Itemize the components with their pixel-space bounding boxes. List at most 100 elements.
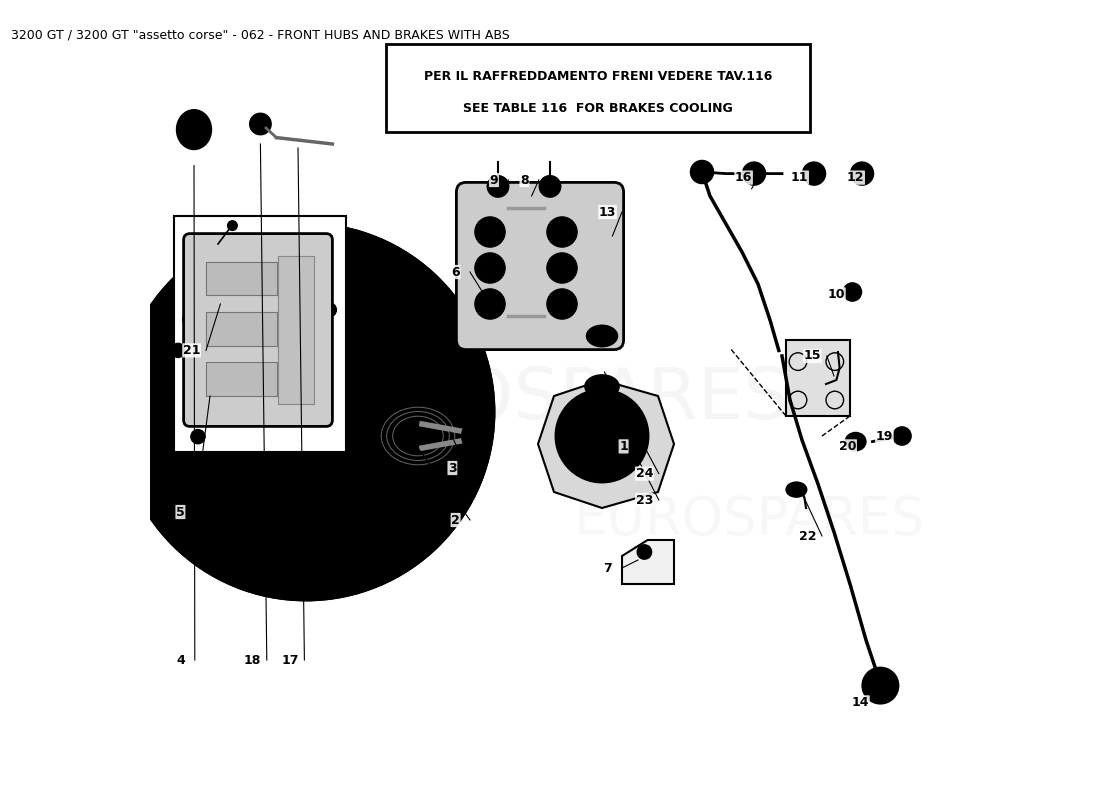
Text: 19: 19 <box>876 430 893 442</box>
FancyBboxPatch shape <box>456 182 624 350</box>
Circle shape <box>540 176 560 197</box>
Text: 3: 3 <box>448 462 456 474</box>
Text: 17: 17 <box>282 654 299 666</box>
Circle shape <box>547 253 578 283</box>
Circle shape <box>234 324 249 338</box>
Text: EUROSPARES: EUROSPARES <box>574 494 926 546</box>
Circle shape <box>691 161 713 183</box>
Ellipse shape <box>177 110 211 149</box>
Polygon shape <box>538 380 674 508</box>
Circle shape <box>270 533 284 547</box>
Text: 24: 24 <box>636 467 653 480</box>
Text: 18: 18 <box>244 654 261 666</box>
FancyBboxPatch shape <box>386 44 810 132</box>
Ellipse shape <box>585 375 619 398</box>
Circle shape <box>299 514 314 528</box>
Text: 3200 GT / 3200 GT "assetto corse" - 062 - FRONT HUBS AND BRAKES WITH ABS: 3200 GT / 3200 GT "assetto corse" - 062 … <box>11 28 509 41</box>
Text: PER IL RAFFREDDAMENTO FRENI VEDERE TAV.116: PER IL RAFFREDDAMENTO FRENI VEDERE TAV.1… <box>424 70 772 82</box>
Text: 14: 14 <box>851 696 869 709</box>
Circle shape <box>487 176 508 197</box>
Text: 9: 9 <box>490 174 498 186</box>
Text: 8: 8 <box>520 174 529 186</box>
Text: SEE TABLE 116  FOR BRAKES COOLING: SEE TABLE 116 FOR BRAKES COOLING <box>463 102 733 114</box>
Circle shape <box>442 372 458 386</box>
Ellipse shape <box>844 283 861 301</box>
Circle shape <box>872 678 889 694</box>
Circle shape <box>422 346 437 360</box>
Circle shape <box>118 224 494 600</box>
Circle shape <box>422 433 437 447</box>
Bar <box>206 312 277 346</box>
Polygon shape <box>621 540 674 584</box>
Circle shape <box>346 306 361 321</box>
Circle shape <box>228 221 238 230</box>
Circle shape <box>367 319 382 334</box>
Circle shape <box>222 501 236 515</box>
Ellipse shape <box>893 427 911 445</box>
Text: 11: 11 <box>791 171 808 184</box>
Circle shape <box>249 510 263 524</box>
Circle shape <box>475 217 505 247</box>
Text: 5: 5 <box>176 506 185 518</box>
Bar <box>174 216 346 452</box>
Ellipse shape <box>382 392 454 480</box>
Text: EUROSPARES: EUROSPARES <box>309 366 791 434</box>
Circle shape <box>190 430 206 444</box>
Ellipse shape <box>372 382 464 490</box>
Circle shape <box>324 518 339 532</box>
Text: 23: 23 <box>636 494 653 506</box>
Text: 1: 1 <box>619 440 628 453</box>
Ellipse shape <box>250 114 271 134</box>
Circle shape <box>376 502 390 516</box>
Circle shape <box>408 492 422 506</box>
Circle shape <box>351 513 365 527</box>
Text: 22: 22 <box>799 530 816 542</box>
Text: 10: 10 <box>827 288 845 301</box>
Text: 15: 15 <box>804 350 821 362</box>
Text: 7: 7 <box>603 562 612 574</box>
Bar <box>278 256 314 404</box>
Text: 12: 12 <box>847 171 865 184</box>
Text: 6: 6 <box>451 266 460 278</box>
Text: 4: 4 <box>176 654 185 666</box>
Circle shape <box>270 278 284 292</box>
Circle shape <box>556 390 648 482</box>
Circle shape <box>742 162 766 185</box>
Circle shape <box>188 405 202 419</box>
Circle shape <box>183 312 197 326</box>
Text: 21: 21 <box>183 344 200 357</box>
Circle shape <box>189 380 204 394</box>
Circle shape <box>322 302 337 317</box>
Circle shape <box>576 410 628 462</box>
Ellipse shape <box>846 433 866 450</box>
Ellipse shape <box>786 482 806 497</box>
Circle shape <box>475 289 505 319</box>
Circle shape <box>547 289 578 319</box>
Circle shape <box>170 343 185 358</box>
Bar <box>206 262 277 295</box>
Bar <box>206 362 277 396</box>
Text: 13: 13 <box>598 206 616 218</box>
Polygon shape <box>786 340 850 416</box>
Circle shape <box>547 217 578 247</box>
FancyBboxPatch shape <box>184 234 332 426</box>
Circle shape <box>402 323 416 338</box>
Circle shape <box>419 405 433 419</box>
Ellipse shape <box>586 326 617 346</box>
Text: 20: 20 <box>839 440 856 453</box>
Text: 2: 2 <box>451 514 460 526</box>
Ellipse shape <box>462 422 486 450</box>
Circle shape <box>592 376 613 397</box>
Circle shape <box>194 455 208 470</box>
Circle shape <box>592 326 613 346</box>
Circle shape <box>862 668 898 703</box>
Circle shape <box>466 428 482 444</box>
Circle shape <box>240 282 254 297</box>
Circle shape <box>199 484 213 498</box>
Text: 16: 16 <box>735 171 752 184</box>
Circle shape <box>637 545 651 559</box>
Circle shape <box>850 162 873 185</box>
Ellipse shape <box>184 118 205 142</box>
Circle shape <box>803 162 825 185</box>
Circle shape <box>299 262 314 276</box>
